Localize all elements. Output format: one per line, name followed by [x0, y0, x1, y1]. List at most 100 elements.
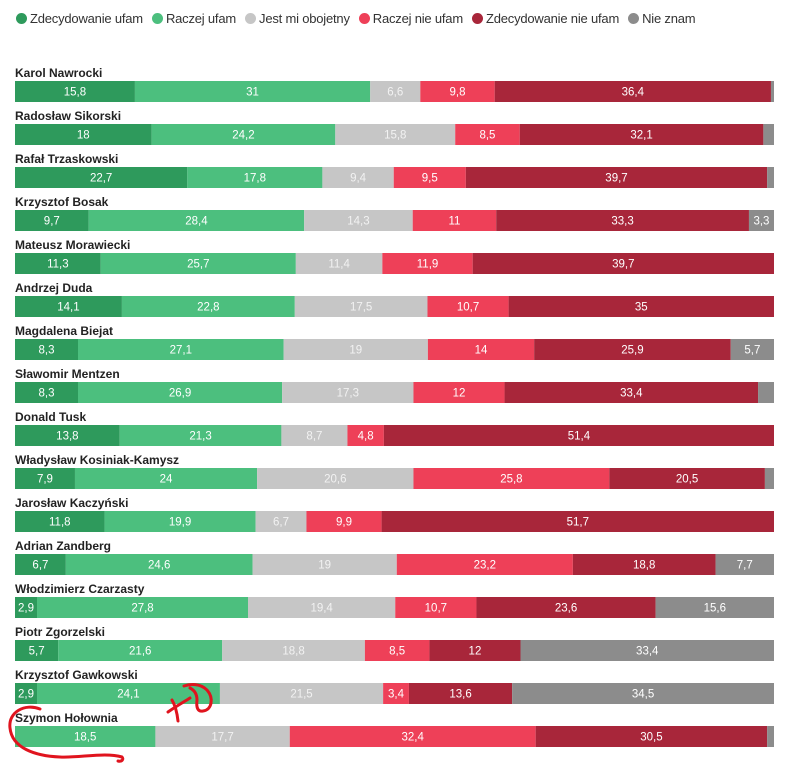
bar-segment[interactable]: [15, 511, 105, 532]
bar-segment[interactable]: [15, 382, 78, 403]
bar-segment[interactable]: [408, 683, 513, 704]
bar-segment[interactable]: [306, 511, 382, 532]
bar-segment[interactable]: [767, 167, 774, 188]
bar-segment[interactable]: [74, 468, 258, 489]
bar-segment[interactable]: [15, 468, 75, 489]
legend-item[interactable]: Zdecydowanie ufam: [16, 11, 143, 26]
bar-segment[interactable]: [572, 554, 716, 575]
bar-segment[interactable]: [429, 640, 521, 661]
bar-segment[interactable]: [476, 597, 656, 618]
bar-segment[interactable]: [15, 554, 66, 575]
bar-segment[interactable]: [283, 339, 428, 360]
bar-segment[interactable]: [472, 253, 774, 274]
bar-segment[interactable]: [222, 640, 365, 661]
bar-segment[interactable]: [512, 683, 774, 704]
bar-segment[interactable]: [255, 511, 307, 532]
bar-segment[interactable]: [187, 167, 323, 188]
bar-segment[interactable]: [58, 640, 223, 661]
bar-segment[interactable]: [15, 425, 120, 446]
bar-segment[interactable]: [15, 296, 122, 317]
bar-segment[interactable]: [15, 597, 38, 618]
bar-segment[interactable]: [65, 554, 253, 575]
bar-segment[interactable]: [15, 339, 78, 360]
bar-segment[interactable]: [758, 382, 774, 403]
bar-segment[interactable]: [383, 683, 409, 704]
bar-segment[interactable]: [15, 167, 188, 188]
bar-segment[interactable]: [15, 253, 101, 274]
data-label: 24: [160, 474, 173, 486]
bar-segment[interactable]: [304, 210, 413, 231]
bar-segment[interactable]: [535, 726, 768, 747]
bar-segment[interactable]: [77, 339, 284, 360]
bar-segment[interactable]: [412, 210, 497, 231]
bar-segment[interactable]: [15, 124, 152, 145]
bar-segment[interactable]: [508, 296, 774, 317]
bar-segment[interactable]: [767, 726, 774, 747]
bar-segment[interactable]: [248, 597, 396, 618]
bar-segment[interactable]: [609, 468, 765, 489]
bar-segment[interactable]: [219, 683, 384, 704]
bar-segment[interactable]: [427, 296, 509, 317]
legend-label: Nie znam: [642, 11, 696, 26]
bar-segment[interactable]: [322, 167, 394, 188]
bar-segment[interactable]: [655, 597, 774, 618]
bar-segment[interactable]: [294, 296, 428, 317]
bar-segment[interactable]: [15, 683, 38, 704]
bar-segment[interactable]: [393, 167, 466, 188]
bar-segment[interactable]: [104, 511, 256, 532]
bar-segment[interactable]: [155, 726, 290, 747]
bar-segment[interactable]: [151, 124, 336, 145]
bar-segment[interactable]: [15, 640, 59, 661]
bar-segment[interactable]: [413, 382, 505, 403]
bar-segment[interactable]: [77, 382, 283, 403]
bar-segment[interactable]: [519, 124, 764, 145]
bar-segment[interactable]: [496, 210, 749, 231]
bar-segment[interactable]: [381, 511, 774, 532]
bar-segment[interactable]: [121, 296, 295, 317]
bar-segment[interactable]: [370, 81, 421, 102]
bar-segment[interactable]: [282, 382, 414, 403]
legend-item[interactable]: Nie znam: [628, 11, 696, 26]
data-label: 23,6: [555, 603, 577, 615]
data-label: 5,7: [29, 646, 45, 658]
bar-segment[interactable]: [455, 124, 520, 145]
bar-segment[interactable]: [465, 167, 768, 188]
bar-segment[interactable]: [382, 253, 473, 274]
bar-segment[interactable]: [395, 597, 477, 618]
bar-segment[interactable]: [257, 468, 414, 489]
legend-item[interactable]: Jest mi obojetny: [245, 11, 350, 26]
bar-segment[interactable]: [748, 210, 774, 231]
bar-segment[interactable]: [396, 554, 573, 575]
bar-segment[interactable]: [770, 81, 774, 102]
bar-segment[interactable]: [420, 81, 495, 102]
bar-segment[interactable]: [295, 253, 383, 274]
bar-segment[interactable]: [289, 726, 536, 747]
legend-item[interactable]: Raczej nie ufam: [358, 11, 463, 26]
bar-segment[interactable]: [119, 425, 282, 446]
bar-segment[interactable]: [715, 554, 774, 575]
bar-segment[interactable]: [335, 124, 456, 145]
bar-segment[interactable]: [534, 339, 731, 360]
bar-segment[interactable]: [494, 81, 771, 102]
bar-segment[interactable]: [37, 597, 249, 618]
bar-segment[interactable]: [15, 210, 89, 231]
bar-segment[interactable]: [504, 382, 759, 403]
bar-segment[interactable]: [730, 339, 774, 360]
bar-segment[interactable]: [15, 81, 135, 102]
bar-segment[interactable]: [347, 425, 384, 446]
bar-segment[interactable]: [252, 554, 397, 575]
bar-segment[interactable]: [413, 468, 610, 489]
bar-segment[interactable]: [764, 468, 774, 489]
data-label: 33,4: [636, 646, 659, 658]
bar-segment[interactable]: [281, 425, 348, 446]
bar-segment[interactable]: [364, 640, 430, 661]
bar-segment[interactable]: [100, 253, 296, 274]
bar-segment[interactable]: [427, 339, 535, 360]
legend-item[interactable]: Raczej ufam: [151, 11, 236, 26]
bar-segment[interactable]: [383, 425, 774, 446]
bar-segment[interactable]: [520, 640, 774, 661]
bar-segment[interactable]: [88, 210, 305, 231]
bar-segment[interactable]: [134, 81, 371, 102]
bar-segment[interactable]: [763, 124, 774, 145]
legend-item[interactable]: Zdecydowanie nie ufam: [471, 11, 619, 26]
